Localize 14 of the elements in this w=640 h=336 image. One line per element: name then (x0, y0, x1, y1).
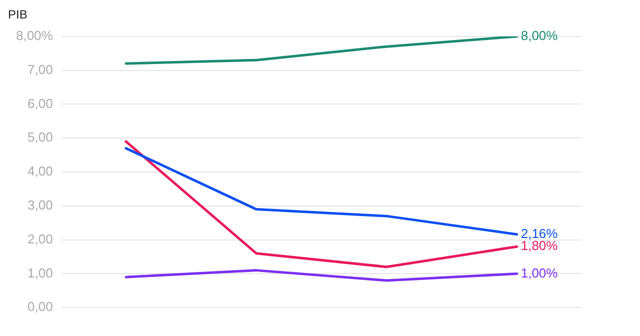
y-tick-label: 0,00 (28, 299, 53, 314)
y-tick-label: 5,00 (28, 130, 53, 145)
data-label: 1,00% (520, 265, 558, 280)
y-tick-label: 4,00 (28, 164, 53, 179)
y-tick-label: 1,00 (28, 265, 53, 280)
data-label: 2,16% (520, 226, 558, 241)
y-tick-label: 3,00 (28, 197, 53, 212)
y-tick-label: 7,00 (28, 62, 53, 77)
data-label: 8,00% (520, 28, 558, 43)
chart-title: PIB (8, 8, 28, 22)
y-tick-label: 6,00 (28, 96, 53, 111)
data-label: 1,80% (520, 238, 558, 254)
y-tick-label: 2,00 (28, 231, 53, 246)
y-tick-label: 8,00% (16, 28, 54, 43)
